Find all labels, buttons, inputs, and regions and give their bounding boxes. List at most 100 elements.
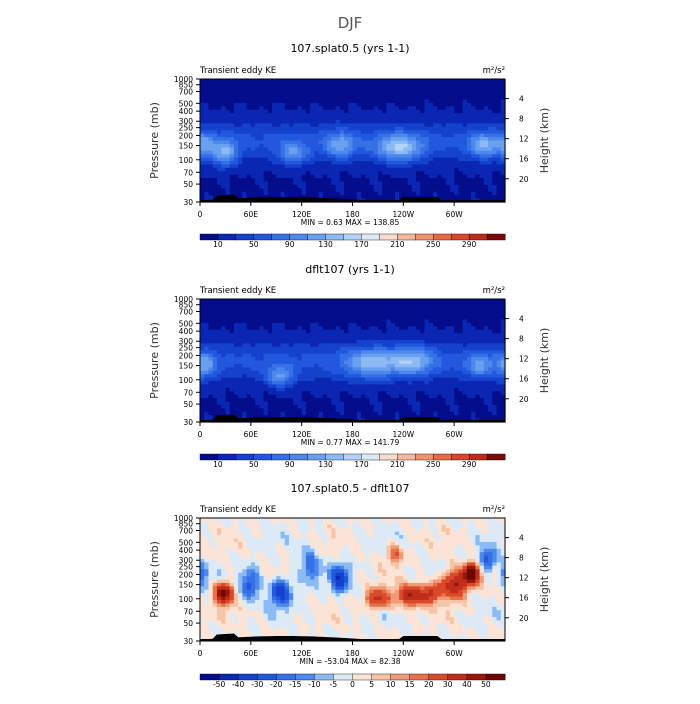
heatmap-cell [302, 89, 307, 93]
heatmap-cell [331, 147, 336, 151]
heatmap-cell [314, 161, 319, 165]
heatmap-cell [458, 388, 463, 392]
heatmap-cell [268, 188, 273, 192]
heatmap-cell [280, 106, 285, 110]
heatmap-cell [365, 168, 370, 172]
heatmap-cell [467, 347, 472, 351]
heatmap-cell [484, 106, 489, 110]
heatmap-cell [399, 337, 404, 341]
heatmap-cell [200, 127, 205, 131]
heatmap-cell [420, 337, 425, 341]
heatmap-cell [391, 117, 396, 121]
heatmap-cell [378, 158, 383, 162]
heatmap-cell [408, 89, 413, 93]
heatmap-cell [230, 320, 235, 324]
heatmap-cell [463, 299, 468, 303]
heatmap-cell [433, 161, 438, 165]
heatmap-cell [213, 361, 218, 365]
heatmap-cell [280, 161, 285, 165]
heatmap-cell [458, 89, 463, 93]
heatmap-cell [306, 79, 311, 83]
heatmap-cell [238, 161, 243, 165]
heatmap-cell [475, 86, 480, 90]
heatmap-cell [420, 391, 425, 395]
heatmap-cell [420, 147, 425, 151]
heatmap-cell [446, 367, 451, 371]
heatmap-cell [365, 357, 370, 361]
heatmap-cell [323, 100, 328, 104]
heatmap-cell [386, 137, 391, 141]
heatmap-cell [268, 130, 273, 134]
heatmap-cell [225, 117, 230, 121]
heatmap-cell [221, 89, 226, 93]
heatmap-cell [319, 127, 324, 131]
heatmap-cell [437, 320, 442, 324]
heatmap-cell [225, 158, 230, 162]
heatmap-cell [374, 361, 379, 365]
heatmap-cell [306, 192, 311, 196]
heatmap-cell [348, 182, 353, 186]
heatmap-cell [454, 350, 459, 354]
heatmap-cell [395, 147, 400, 151]
heatmap-cell [458, 378, 463, 382]
heatmap-cell [480, 347, 485, 351]
heatmap-cell [217, 402, 222, 406]
heatmap-cell [374, 378, 379, 382]
heatmap-cell [446, 100, 451, 104]
heatmap-cell [463, 188, 468, 192]
heatmap-cell [450, 299, 455, 303]
heatmap-cell [327, 106, 332, 110]
heatmap-cell [369, 79, 374, 83]
heatmap-cell [467, 398, 472, 402]
heatmap-cell [340, 161, 345, 165]
heatmap-cell [412, 371, 417, 375]
heatmap-cell [399, 357, 404, 361]
heatmap-cell [323, 168, 328, 172]
heatmap-cell [327, 86, 332, 90]
heatmap-cell [365, 361, 370, 365]
heatmap-cell [471, 320, 476, 324]
heatmap-cell [225, 299, 230, 303]
heatmap-cell [247, 367, 252, 371]
heatmap-cell [331, 86, 336, 90]
heatmap-cell [234, 188, 239, 192]
x-tick-label: 0 [198, 210, 203, 219]
heatmap-cell [230, 340, 235, 344]
heatmap-cell [378, 168, 383, 172]
heatmap-cell [429, 182, 434, 186]
heatmap-cell [208, 106, 213, 110]
heatmap-cell [475, 402, 480, 406]
heatmap-cell [420, 340, 425, 344]
min-max-stats: MIN = 0.63 MAX = 138.85 [301, 218, 400, 227]
heatmap-cell [234, 141, 239, 145]
heatmap-cell [230, 182, 235, 186]
heatmap-cell [204, 391, 209, 395]
heatmap-cell [264, 110, 269, 114]
heatmap-cell [217, 320, 222, 324]
heatmap-cell [497, 299, 502, 303]
heatmap-cell [230, 168, 235, 172]
heatmap-cell [327, 340, 332, 344]
heatmap-cell [310, 158, 315, 162]
heatmap-cell [297, 79, 302, 83]
heatmap-cell [255, 161, 260, 165]
heatmap-cell [302, 120, 307, 124]
heatmap-cell [323, 89, 328, 93]
heatmap-cell [433, 100, 438, 104]
heatmap-cell [475, 182, 480, 186]
heatmap-cell [425, 361, 430, 365]
heatmap-cell [344, 398, 349, 402]
heatmap-cell [437, 96, 442, 100]
heatmap-cell [259, 337, 264, 341]
heatmap-cell [213, 371, 218, 375]
heatmap-cell [437, 188, 442, 192]
heatmap-cell [353, 388, 358, 392]
heatmap-cell [336, 367, 341, 371]
heatmap-field [200, 299, 506, 423]
heatmap-cell [446, 306, 451, 310]
heatmap-cell [395, 137, 400, 141]
heatmap-cell [276, 361, 281, 365]
heatmap-cell [497, 316, 502, 320]
heatmap-cell [369, 127, 374, 131]
